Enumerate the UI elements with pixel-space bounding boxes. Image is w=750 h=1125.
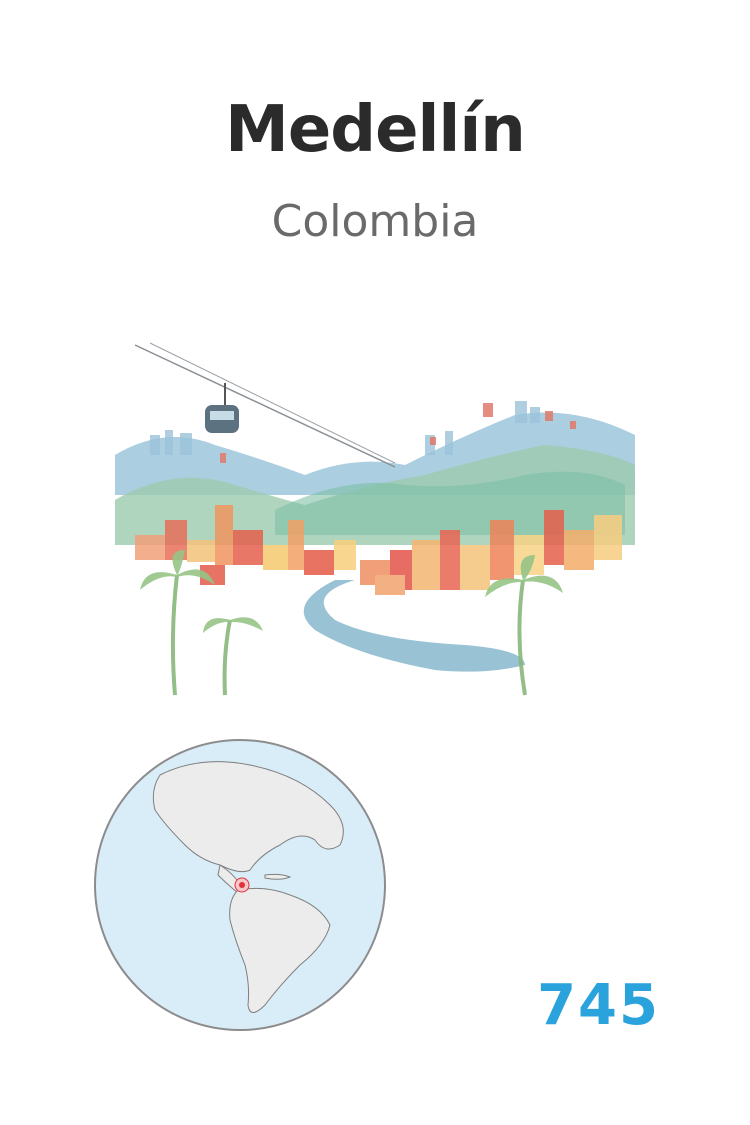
city-title: Medellín (225, 93, 526, 167)
cable-car-icon (205, 383, 239, 433)
location-marker-icon (234, 877, 250, 893)
city-illustration (115, 342, 635, 696)
card-number: 745 (537, 973, 660, 1038)
palm-tree-icon (170, 574, 527, 696)
country-subtitle: Colombia (271, 196, 479, 247)
globe-map (94, 739, 386, 1031)
